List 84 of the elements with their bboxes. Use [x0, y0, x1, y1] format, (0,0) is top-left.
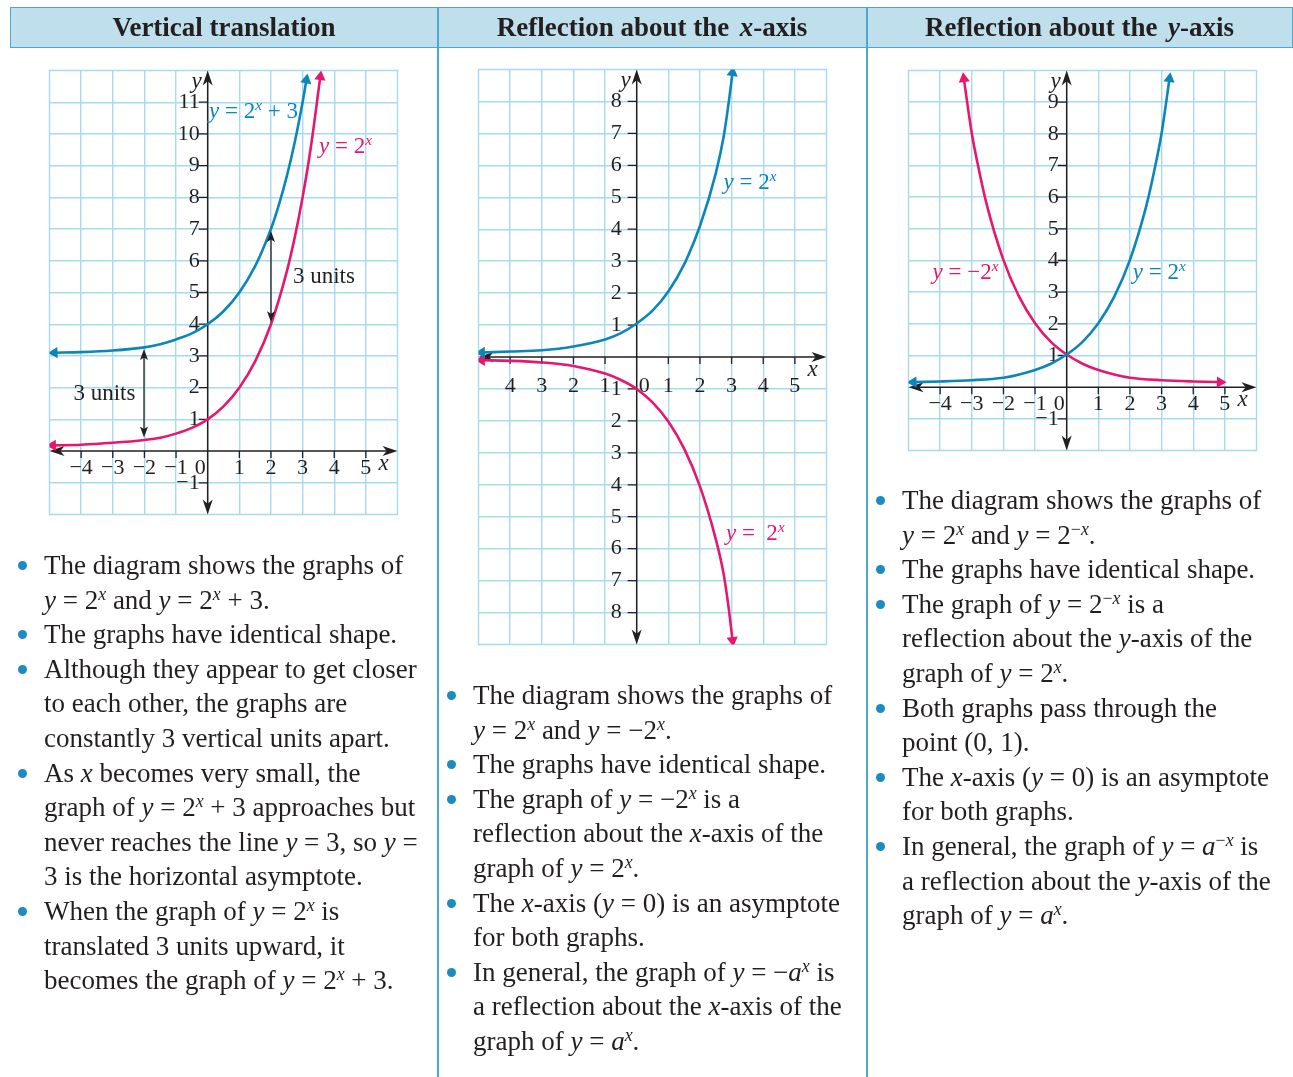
x-tick-label: −3 [960, 390, 984, 416]
text: Both graphs pass through the point (0, 1). [902, 692, 1217, 758]
x-tick-label: 4 [757, 372, 769, 397]
y-tick-label: 5 [188, 278, 200, 304]
x-tick-label: 2 [265, 454, 277, 480]
series-label: y = 2$^{x}$ [1132, 257, 1186, 285]
y-tick-label: 3 [610, 246, 622, 272]
series-label: y = 2$^{x}$ [723, 166, 777, 194]
x-tick-label: 1 [662, 372, 674, 397]
y-tick-label: 10 [177, 119, 200, 145]
y-tick-label: 9 [188, 151, 200, 177]
text: Although they appear to get closer to each other, the graphs are constantly 3 vertical units apart. [44, 653, 417, 753]
y-axis-title: y [618, 66, 632, 92]
x-tick-label: 3 [1156, 390, 1168, 416]
y-tick-label: 2 [1047, 309, 1059, 335]
x-tick-label: 5 [1219, 390, 1231, 416]
y-tick-label: 6 [188, 246, 200, 272]
y-tick-label: 6 [610, 151, 622, 177]
y-tick-label: 7 [610, 119, 622, 145]
y-tick-label: 2 [610, 278, 622, 304]
series-label: y = 2$^{x}$ [318, 131, 372, 159]
x-tick-label: 2 [1124, 390, 1136, 416]
x-tick-label: −2 [132, 454, 157, 480]
x-tick-label: −3 [101, 454, 125, 480]
x-tick-label: 2 [567, 372, 579, 397]
x-tick-label: 1 [1092, 390, 1104, 416]
text: The diagram shows the graphs of y = 2$^{x}$ and y = −2$^{x}$. [473, 680, 833, 745]
text: The graph of y = −2$^{x}$ is a reflection about the x-axis of the graph of y = 2$^{x}$. [473, 782, 824, 883]
text: As x becomes very small, the graph of y = 2$^{x}$ + 3 approaches but never reaches the line y = 3, so y = 3 is the horizontal asymptote. [44, 757, 418, 892]
text: The x-axis (y = 0) is an asymptote for both graphs. [902, 761, 1269, 827]
x-tick-label: 3 [297, 454, 309, 480]
y-tick-label: 8 [1047, 119, 1059, 145]
y-tick-label: 4 [610, 215, 622, 240]
x-tick-label: 0 [638, 372, 650, 397]
y-tick-label: 4 [188, 310, 200, 335]
y-tick-label: 3 [188, 341, 200, 367]
annotation: 3 units [73, 379, 136, 405]
y-tick-label: 8 [188, 183, 200, 209]
x-tick-label: −4 [928, 390, 952, 416]
series-label: y = 2$^{x}$ [725, 518, 785, 546]
y-tick-label: 7 [1047, 151, 1059, 177]
text: The graphs have identical shape. [44, 619, 398, 650]
y-tick-label: 3 [1047, 277, 1059, 303]
text: In general, the graph of y = a$^{−}$$^{x}$ is a reflection about the y-axis of the graph of y = a$^{x}$. [902, 830, 1271, 931]
text: The x-axis (y = 0) is an asymptote for both graphs. [473, 887, 840, 953]
y-tick-label: 1 [610, 310, 622, 336]
x-tick-label: −2 [991, 390, 1016, 416]
text: When the graph of y = 2$^{x}$ is translated 3 units upward, it becomes the graph of y = 2$^{x}$ + 3. [44, 895, 394, 996]
y-tick-label: 6 [1047, 182, 1059, 208]
y-tick-label: 4 [1047, 246, 1059, 272]
chart-title: Reflection about the x-axis [438, 7, 867, 48]
x-tick-label: 4 [328, 454, 340, 480]
x-tick-label: −4 [69, 454, 93, 480]
x-tick-label: 2 [694, 372, 706, 397]
y-tick-label: 7 [610, 566, 622, 592]
x-tick-label: 5 [789, 372, 801, 397]
x-tick-label: 1 [233, 454, 245, 480]
x-tick-label: 3 [726, 372, 738, 397]
chart-title: Vertical translation [10, 7, 438, 48]
x-tick-label: 4 [1187, 390, 1199, 416]
y-tick-label: 4 [610, 470, 622, 496]
y-tick-label: 5 [1047, 214, 1059, 240]
y-tick-label: 6 [610, 534, 622, 560]
series-label: y = −2$^{x}$ [932, 257, 999, 285]
annotation: 3 units [292, 262, 355, 288]
text: The diagram shows the graphs of y = 2$^{x}$ and y = 2$^{−}$$^{x}$. [902, 485, 1262, 550]
text: The graph of y = 2$^{−}$$^{x}$ is a reflection about the y-axis of the graph of y = 2$^{x}$. [902, 587, 1253, 688]
y-tick-label: 8 [610, 598, 622, 624]
series-label: y = 2$^{x}$ + 3 [208, 96, 298, 124]
x-tick-label: 3 [536, 372, 548, 397]
text: The graphs have identical shape. [902, 554, 1256, 585]
text: The diagram shows the graphs of y = 2$^{x}$ and y = 2$^{x}$ + 3. [44, 550, 404, 615]
text: The graphs have identical shape. [473, 749, 827, 780]
x-axis-title: x [806, 356, 819, 381]
y-tick-label: 2 [610, 406, 622, 432]
y-tick-label: 5 [610, 502, 622, 528]
x-axis-title: x [1236, 386, 1249, 412]
x-tick-label: 4 [504, 372, 516, 397]
text: In general, the graph of y = −a$^{x}$ is a reflection about the x-axis of the graph of y = a$^{x}$. [473, 955, 842, 1056]
x-tick-label: 5 [360, 454, 372, 480]
y-tick-label: 7 [188, 214, 200, 240]
x-axis-title: x [377, 450, 390, 476]
y-tick-label: 5 [610, 183, 622, 209]
y-tick-label: 3 [610, 438, 622, 464]
